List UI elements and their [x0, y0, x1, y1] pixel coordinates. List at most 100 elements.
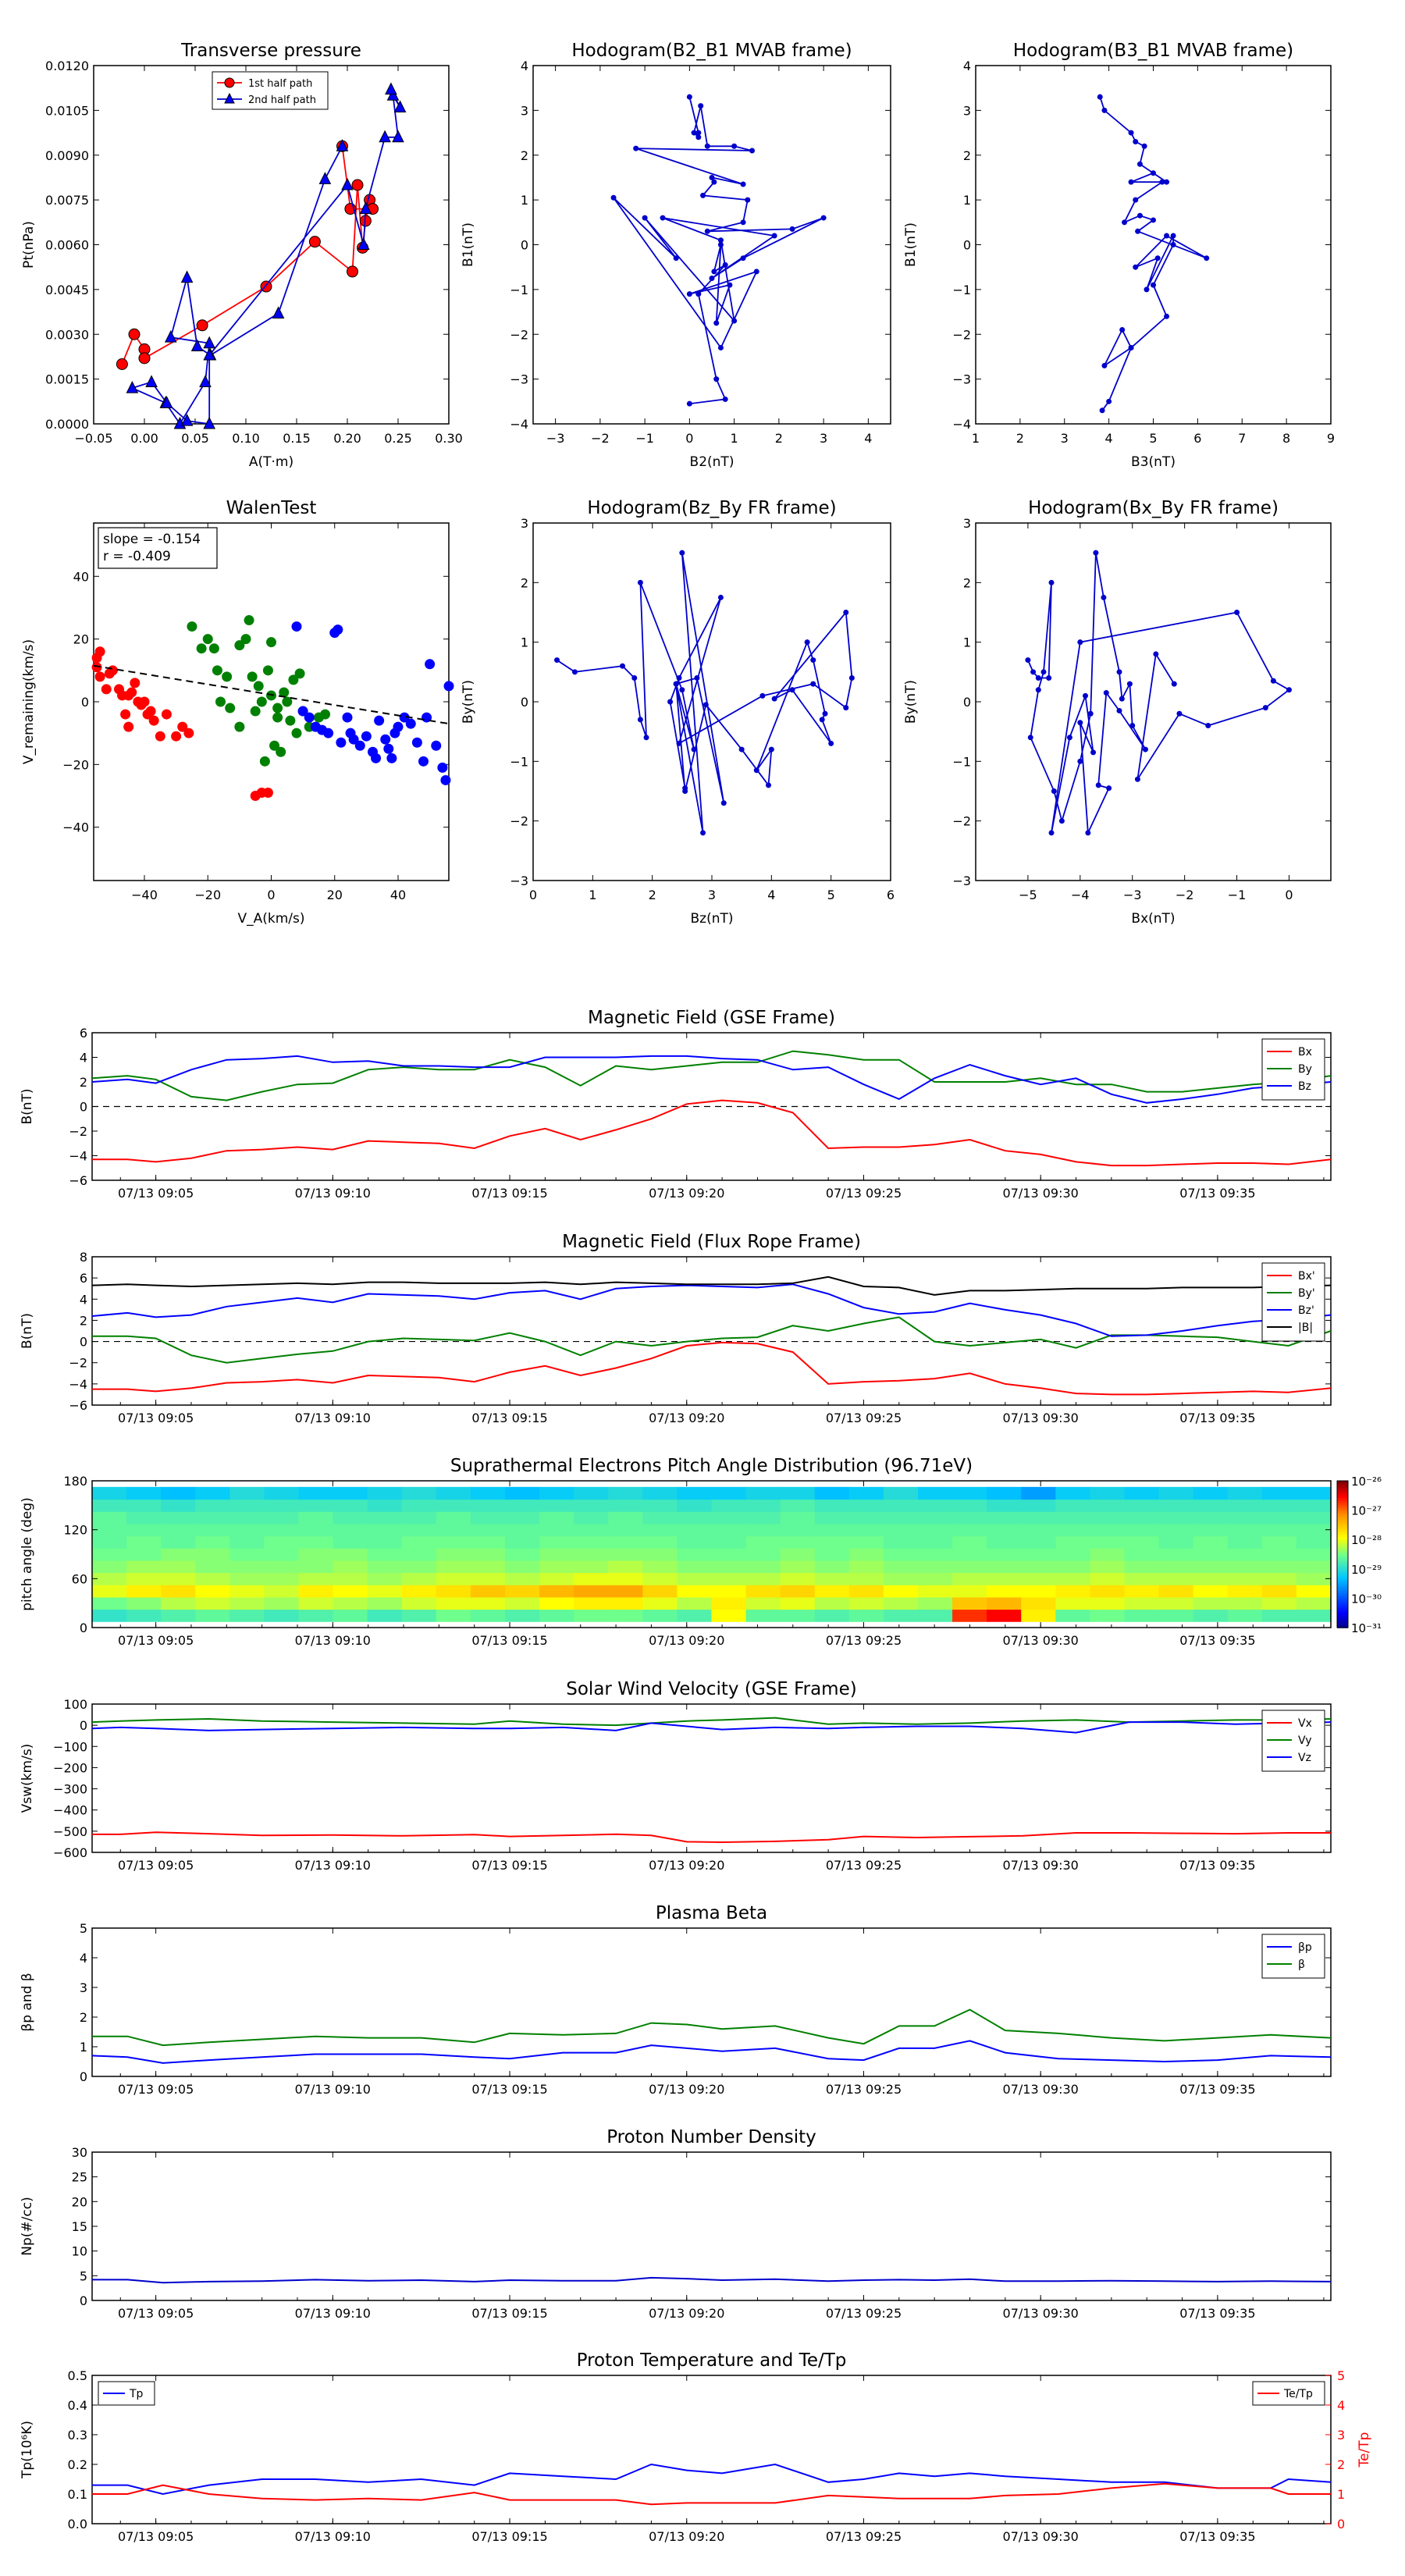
x-tick-label: 07/13 09:35 [1179, 1633, 1255, 1648]
heatmap-cell [401, 1523, 437, 1537]
heatmap-cell [436, 1609, 471, 1622]
data-point [116, 358, 128, 370]
y-tick-label: −1 [952, 283, 971, 297]
colorbar-cell [1337, 1490, 1348, 1494]
heatmap-cell [608, 1596, 643, 1610]
data-point [713, 376, 720, 382]
heatmap-cell [470, 1535, 506, 1549]
hodogram-path [613, 96, 824, 405]
heatmap-cell [1193, 1511, 1229, 1525]
y-tick-label: 0 [80, 1718, 87, 1733]
heatmap-cell [1158, 1560, 1194, 1574]
heatmap-cell [1261, 1609, 1297, 1622]
heatmap-cell [745, 1560, 781, 1574]
y-tick-label: 4 [521, 59, 528, 73]
heatmap-cell [505, 1499, 540, 1512]
heatmap-cell [92, 1486, 127, 1500]
heatmap-cell [539, 1585, 574, 1598]
heatmap-cell [333, 1535, 368, 1549]
chart-hodogram-bz-by: Hodogram(Bz_By FR frame) 0 1 2 3 4 5 6 −3 −2 −1 0 1 2… [461, 498, 895, 927]
data-point [291, 621, 302, 632]
x-tick-label: −20 [194, 888, 221, 902]
x-tick-label: 4 [864, 431, 872, 446]
heatmap-cell [780, 1548, 816, 1561]
heatmap-cell [539, 1523, 574, 1537]
heatmap-cell [264, 1609, 300, 1622]
data-point [1134, 776, 1140, 782]
data-point [385, 82, 397, 95]
heatmap-cell [229, 1523, 265, 1537]
data-point [1153, 651, 1159, 657]
heatmap-cell [1055, 1523, 1091, 1537]
heatmap-cell [574, 1609, 609, 1622]
y-tick-label: −1 [510, 283, 528, 297]
data-point [702, 702, 709, 708]
colorbar-cell [1337, 1517, 1348, 1521]
heatmap-cell [298, 1560, 334, 1574]
heatmap-cell [92, 1523, 127, 1537]
heatmap-cell [298, 1499, 334, 1512]
heatmap-cell [264, 1596, 300, 1610]
series-line-Te/Tp [92, 2482, 1331, 2506]
colorbar-cell [1337, 1527, 1348, 1531]
data-point [1170, 233, 1176, 239]
heatmap-cell [539, 1511, 574, 1525]
data-point [633, 145, 639, 151]
heatmap-cell [1021, 1486, 1056, 1500]
heatmap-cell [1055, 1548, 1091, 1561]
heatmap-cell [298, 1535, 334, 1549]
data-point [336, 737, 347, 748]
data-point [717, 344, 724, 350]
chart-title: Proton Number Density [606, 2127, 816, 2147]
legend-marker [224, 77, 235, 88]
heatmap-cell [952, 1585, 987, 1598]
heatmap-cell [126, 1523, 162, 1537]
heatmap-cell [1124, 1609, 1160, 1622]
data-point [610, 194, 617, 201]
heatmap-cell [1055, 1499, 1091, 1512]
data-point [250, 706, 261, 717]
data-point [225, 703, 236, 713]
x-tick-label: −2 [1176, 888, 1194, 902]
heatmap-cell [952, 1572, 987, 1585]
heatmap-cell [848, 1609, 884, 1622]
x-tick-label: 5 [1149, 431, 1157, 446]
y-tick-label: 6 [80, 1271, 87, 1286]
x-tick-label: 07/13 09:35 [1179, 1411, 1255, 1425]
data-point [679, 550, 685, 556]
colorbar-cell [1337, 1510, 1348, 1514]
colorbar-cell [1337, 1497, 1348, 1501]
colorbar-tick-label: 10⁻²⁸ [1351, 1533, 1382, 1547]
heatmap-cell [677, 1609, 713, 1622]
data-point [1099, 407, 1105, 414]
colorbar-cell [1337, 1605, 1348, 1609]
colorbar-tick-label: 10⁻²⁹ [1351, 1563, 1382, 1577]
data-point [374, 715, 385, 726]
data-point [642, 215, 648, 221]
y-tick-label: −2 [952, 814, 971, 829]
data-point [731, 318, 738, 324]
heatmap-cell [161, 1572, 196, 1585]
heatmap-cell [848, 1499, 884, 1512]
x-axis-label: B2(nT) [690, 454, 735, 470]
data-point [1058, 818, 1065, 824]
data-point [1142, 746, 1148, 753]
heatmap-cell [1261, 1596, 1297, 1610]
heatmap-cell [161, 1511, 196, 1525]
colorbar-cell [1337, 1603, 1348, 1606]
colorbar-tick-label: 10⁻²⁷ [1351, 1504, 1382, 1518]
heatmap-cell [505, 1596, 540, 1610]
y-tick-label: 4 [80, 1292, 87, 1307]
heatmap-cell [1021, 1560, 1056, 1574]
data-point [1030, 669, 1037, 675]
heatmap-cell [1296, 1535, 1332, 1549]
y-axis-label: B(nT) [20, 1313, 35, 1349]
series-line-Bz [91, 1055, 1332, 1104]
heatmap-cell [745, 1548, 781, 1561]
colorbar-cell [1337, 1483, 1348, 1487]
heatmap-cell [1227, 1548, 1263, 1561]
chart-hodogram-b2-b1: Hodogram(B2_B1 MVAB frame) −3 −2 −1 0 1 2 3 4 −4 −… [461, 41, 891, 470]
heatmap-cell [264, 1511, 300, 1525]
x-tick-label: 07/13 09:15 [471, 1411, 547, 1425]
legend-label: |B| [1298, 1322, 1313, 1334]
